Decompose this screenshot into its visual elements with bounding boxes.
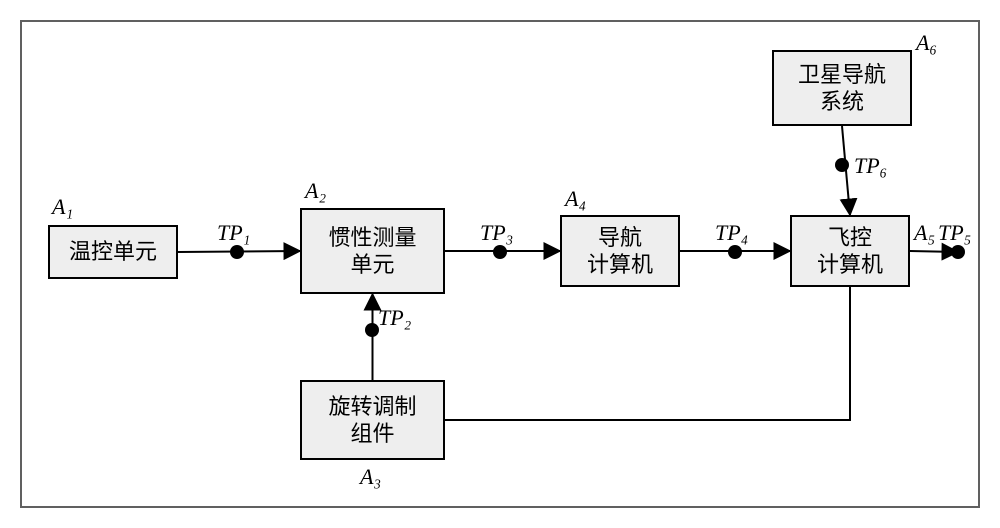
dot-TP6	[835, 158, 849, 172]
dot-TP1	[230, 245, 244, 259]
label-TP5: TP₅	[938, 220, 971, 246]
label-A3: A₃	[360, 464, 381, 490]
label-TP3: TP₃	[480, 220, 513, 246]
node-A2-text: 惯性测量单元	[328, 224, 416, 279]
node-A5: 飞控计算机	[790, 215, 910, 287]
node-A1-text: 温控单元	[69, 238, 157, 266]
node-A6-text: 卫星导航系统	[798, 61, 886, 116]
node-A3: 旋转调制组件	[300, 380, 445, 460]
label-TP1: TP₁	[217, 220, 250, 246]
node-A6: 卫星导航系统	[772, 50, 912, 126]
dot-TP4	[728, 245, 742, 259]
label-A6: A₆	[916, 30, 937, 56]
dot-TP5	[951, 245, 965, 259]
label-TP4: TP₄	[715, 220, 748, 246]
node-A2: 惯性测量单元	[300, 208, 445, 294]
label-TP2: TP₂	[378, 305, 411, 331]
node-A4: 导航计算机	[560, 215, 680, 287]
label-A5: A₅	[914, 220, 935, 246]
label-A1: A₁	[52, 194, 73, 220]
node-A5-text: 飞控计算机	[817, 224, 883, 279]
label-TP6: TP₆	[854, 153, 887, 179]
diagram-canvas: 温控单元 A₁ 惯性测量单元 A₂ 导航计算机 A₄ 飞控计算机 A₅ 卫星导航…	[0, 0, 1000, 528]
node-A1: 温控单元	[48, 225, 178, 279]
label-A2: A₂	[305, 178, 326, 204]
dot-TP3	[493, 245, 507, 259]
label-A4: A₄	[565, 186, 586, 212]
node-A4-text: 导航计算机	[587, 224, 653, 279]
dot-TP2	[365, 323, 379, 337]
node-A3-text: 旋转调制组件	[328, 393, 416, 448]
